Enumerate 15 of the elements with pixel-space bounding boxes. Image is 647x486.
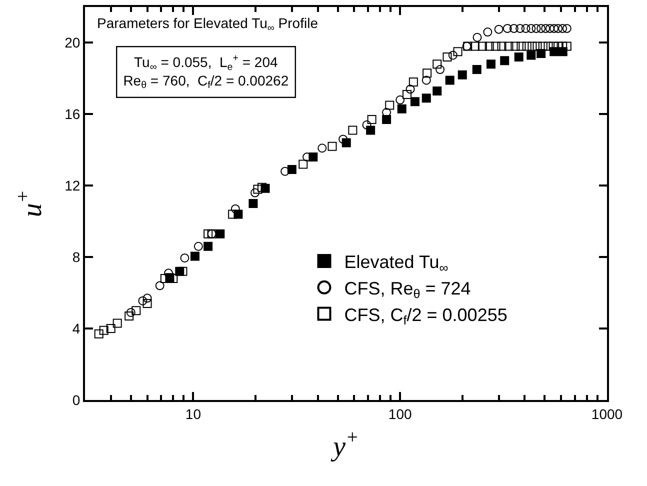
y-tick-label: 8 xyxy=(72,248,80,265)
x-tick-label: 10 xyxy=(185,406,202,422)
legend-label: CFS, Re$_{θ}$ = 724 xyxy=(344,278,471,302)
y-tick-label: 16 xyxy=(64,106,80,122)
x-axis-title: y$^{+}$ xyxy=(330,428,359,462)
text: Tu$_{∞}$ = 0.055, L$_{e}$$^{+}$ = 204 Re$_{θ}$ = 760, C$_{f}$/2 = 0.00262 xyxy=(123,53,289,92)
legend-label: Elevated Tu$_{∞}$ xyxy=(344,252,448,275)
x-tick-label: 100 xyxy=(388,406,412,422)
legend-label: CFS, C$_{f}$/2 = 0.00255 xyxy=(344,304,508,328)
y-tick-label: 4 xyxy=(72,320,80,336)
x-tick-label: 1000 xyxy=(591,406,623,422)
annotation: Parameters for Elevated Tu$_{∞}$ Profile xyxy=(97,15,318,34)
y-tick-label: 0 xyxy=(72,392,80,408)
y-tick-label: 20 xyxy=(64,34,80,51)
y-tick-label: 12 xyxy=(64,178,80,194)
